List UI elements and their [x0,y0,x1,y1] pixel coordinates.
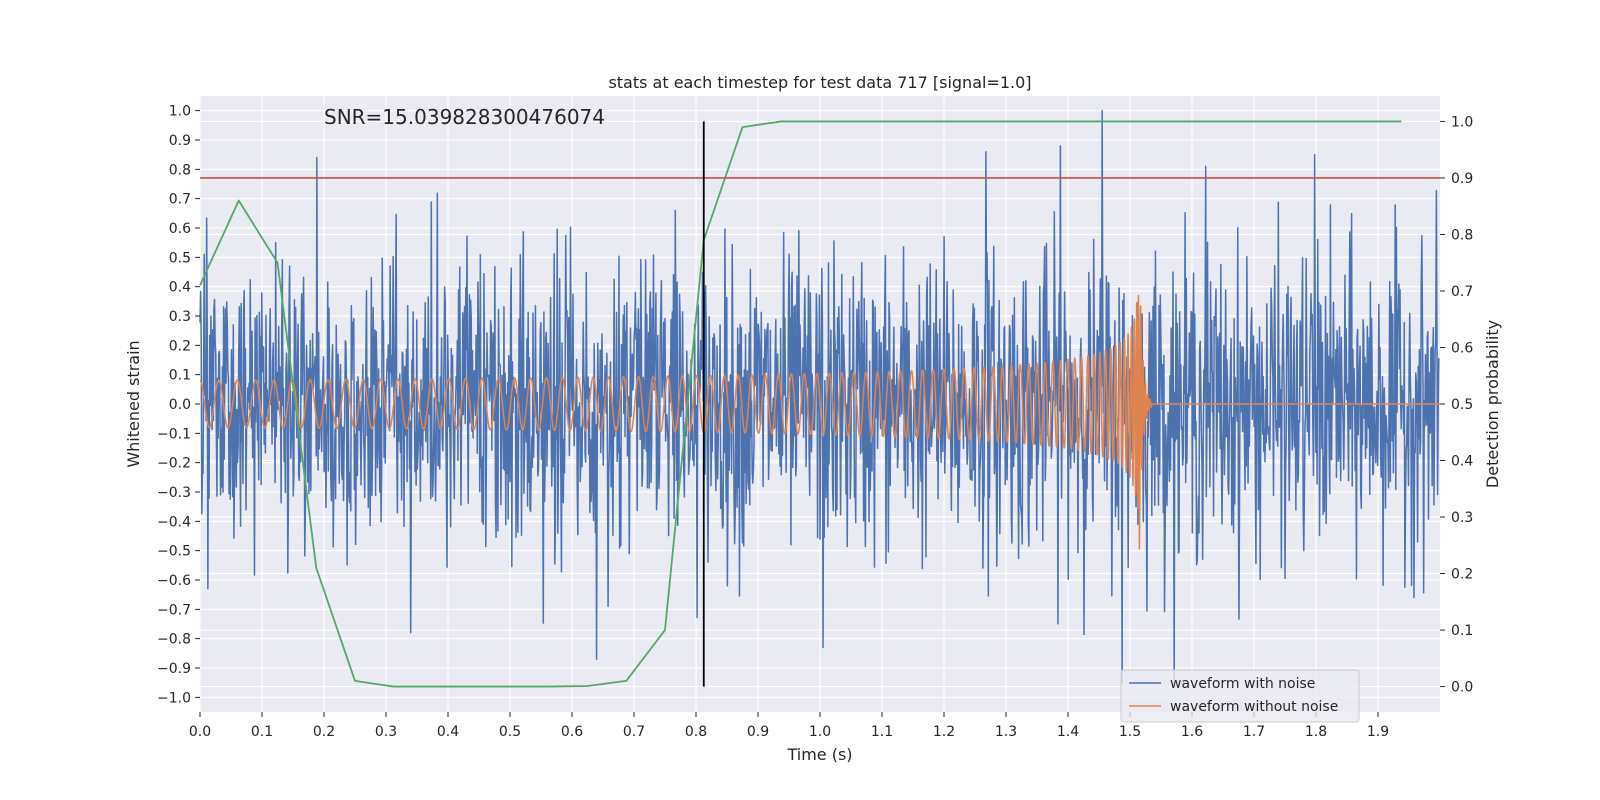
series-line-detection-probability [199,120,1402,688]
y2-tick-label: 0.0 [1451,680,1473,696]
y-tick-label: −0.7 [157,602,191,618]
legend-label-noise: waveform with noise [1170,676,1315,692]
chart-title: stats at each timestep for test data 717… [608,73,1031,92]
right-axis-ticks: 1.0 0.9 0.8 0.7 0.6 0.5 0.4 0.3 0.2 0.1 0.0 [1440,114,1473,696]
series-line-with-noise [199,109,1440,684]
y2-tick-label: 0.2 [1451,567,1473,583]
x-tick-label: 0.5 [499,724,521,740]
x-tick-label: 0.6 [561,724,583,740]
y-tick-label: 0.0 [169,397,191,413]
y-tick-label: 0.8 [169,162,191,178]
y-tick-label: −0.5 [157,544,191,560]
y-tick-label: 1.0 [169,104,191,120]
y2-tick-label: 0.9 [1451,171,1473,187]
x-tick-label: 1.5 [1119,724,1141,740]
legend-label-clean: waveform without noise [1170,699,1338,715]
x-tick-label: 0.7 [623,724,645,740]
x-tick-label: 0.4 [437,724,459,740]
y2-tick-label: 0.7 [1451,284,1473,300]
y-tick-label: 0.6 [169,221,191,237]
y2-axis-label: Detection probability [1483,320,1502,488]
snr-annotation: SNR=15.039828300476074 [324,105,605,129]
x-tick-label: 0.2 [313,724,335,740]
x-tick-label: 0.9 [747,724,769,740]
y-tick-label: −0.3 [157,485,191,501]
y2-tick-label: 0.8 [1451,227,1473,243]
y2-tick-label: 0.6 [1451,340,1473,356]
x-tick-label: 1.0 [809,724,831,740]
x-axis-label: Time (s) [786,745,852,764]
x-tick-label: 0.0 [189,724,211,740]
series-layer [199,109,1441,688]
x-tick-label: 0.8 [685,724,707,740]
x-tick-label: 0.3 [375,724,397,740]
x-tick-label: 1.8 [1305,724,1327,740]
x-tick-label: 1.4 [1057,724,1079,740]
y2-tick-label: 0.3 [1451,510,1473,526]
left-axis-ticks: 1.0 0.9 0.8 0.7 0.6 0.5 0.4 0.3 0.2 0.1 0.0 −0.1 −0.… [157,104,200,706]
y-tick-label: −0.9 [157,661,191,677]
series-line-without-noise [199,294,1441,550]
y2-tick-label: 0.5 [1451,397,1473,413]
legend-box [1120,669,1360,723]
y-tick-label: 0.4 [169,280,191,296]
x-tick-label: 0.1 [251,724,273,740]
x-tick-label: 1.2 [933,724,955,740]
y-tick-label: 0.5 [169,250,191,266]
x-tick-label: 1.7 [1243,724,1265,740]
y2-tick-label: 0.1 [1451,623,1473,639]
y-axis-label: Whitened strain [124,340,143,467]
legend: waveform with noise waveform without noi… [1120,669,1360,723]
y-tick-label: 0.9 [169,133,191,149]
x-tick-label: 1.1 [871,724,893,740]
y-tick-label: 0.3 [169,309,191,325]
y-tick-label: 0.2 [169,338,191,354]
y-tick-label: 0.7 [169,192,191,208]
y-tick-label: 0.1 [169,368,191,384]
x-tick-label: 1.9 [1367,724,1389,740]
y2-tick-label: 0.4 [1451,454,1473,470]
y-tick-label: −0.2 [157,456,191,472]
y-tick-label: −0.8 [157,632,191,648]
x-tick-label: 1.6 [1181,724,1203,740]
y-tick-label: −0.4 [157,514,191,530]
y-tick-label: −1.0 [157,690,191,706]
y2-tick-label: 1.0 [1451,114,1473,130]
y-tick-label: −0.1 [157,426,191,442]
overlay-layer [200,121,1440,687]
y-tick-label: −0.6 [157,573,191,589]
x-tick-label: 1.3 [995,724,1017,740]
